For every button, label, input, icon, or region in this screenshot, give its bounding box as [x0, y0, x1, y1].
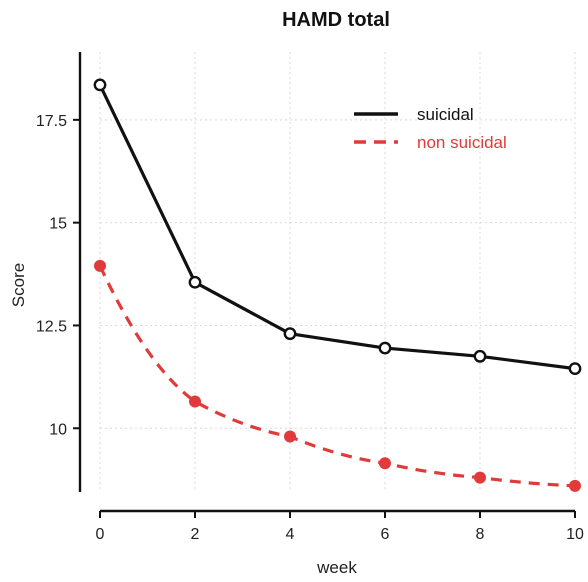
- y-axis-label: Score: [9, 263, 28, 307]
- x-tick-label: 4: [286, 526, 295, 543]
- data-point-non-suicidal: [474, 471, 486, 484]
- grid: [99, 52, 576, 492]
- x-tick-label: 6: [381, 526, 390, 543]
- legend: suicidal non suicidal: [354, 105, 507, 152]
- x-tick-label: 10: [566, 526, 584, 543]
- x-tick-label: 2: [191, 526, 200, 543]
- chart-title: HAMD total: [282, 9, 390, 31]
- x-tick-label: 8: [476, 526, 485, 543]
- legend-label-non-suicidal: non suicidal: [417, 133, 507, 152]
- ticks: 0 2 4 6 8 10 10 12.5 15 17.5: [36, 113, 584, 543]
- x-axis-label: week: [316, 558, 357, 577]
- data-point-non-suicidal: [94, 259, 106, 272]
- data-point-suicidal: [188, 275, 202, 289]
- series-line-non-suicidal: [98, 265, 576, 488]
- data-point-suicidal: [378, 341, 392, 355]
- data-point-suicidal: [283, 327, 297, 341]
- y-tick-label: 12.5: [36, 318, 67, 335]
- series: [93, 78, 582, 492]
- legend-label-suicidal: suicidal: [417, 105, 474, 124]
- y-tick-label: 10: [49, 421, 67, 438]
- y-tick-label: 17.5: [36, 113, 67, 130]
- data-point-suicidal: [93, 78, 107, 92]
- data-point-non-suicidal: [379, 457, 391, 470]
- data-point-non-suicidal: [284, 430, 296, 443]
- data-point-suicidal: [473, 349, 487, 363]
- data-point-non-suicidal: [189, 395, 201, 408]
- x-tick-label: 0: [96, 526, 105, 543]
- data-point-suicidal: [568, 362, 582, 376]
- series-line-suicidal: [98, 84, 576, 371]
- data-point-non-suicidal: [569, 479, 581, 492]
- axes: [78, 52, 575, 513]
- y-tick-label: 15: [49, 216, 67, 233]
